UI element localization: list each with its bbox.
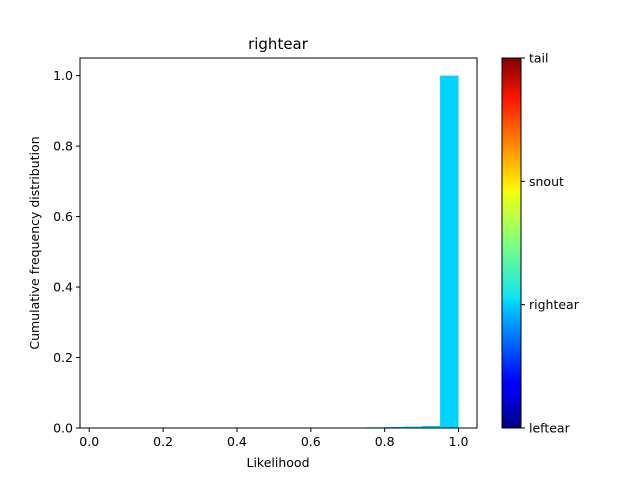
x-tick-label: 0.0 [79,434,99,449]
x-tick-label: 0.2 [153,434,173,449]
colorbar-tick-label: leftear [529,421,571,436]
histogram-bar [421,425,441,428]
histogram-bar [403,426,422,428]
colorbar [501,57,522,429]
x-tick-label: 1.0 [449,434,469,449]
colorbar-ticks: leftear rightear snout tail [521,51,580,436]
y-axis-label: Cumulative frequency distribution [27,136,42,349]
x-tick-label: 0.4 [227,434,247,449]
histogram-bar [384,426,404,428]
histogram-bar [440,75,459,428]
bars-group [347,75,459,429]
y-tick-label: 0.4 [53,280,73,295]
y-tick-label: 0.0 [53,421,73,436]
colorbar-tick-label: rightear [529,297,580,312]
x-axis: 0.0 0.2 0.4 0.6 0.8 1.0 [79,428,469,449]
y-tick-label: 1.0 [53,68,73,83]
y-axis: 0.0 0.2 0.4 0.6 0.8 1.0 [53,68,80,436]
y-tick-label: 0.2 [53,350,73,365]
chart-title: rightear [248,35,309,53]
plot-frame [79,57,478,429]
y-tick-label: 0.8 [53,139,73,154]
colorbar-tick-label: snout [529,174,564,189]
y-tick-label: 0.6 [53,209,73,224]
colorbar-tick-label: tail [529,51,549,66]
x-tick-label: 0.8 [375,434,395,449]
x-tick-label: 0.6 [301,434,321,449]
x-axis-label: Likelihood [246,455,309,470]
